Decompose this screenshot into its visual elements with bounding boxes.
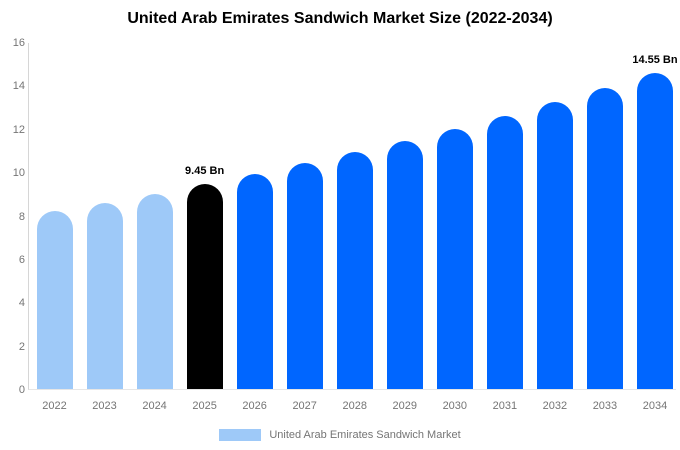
x-tick-label-2024: 2024 xyxy=(142,400,167,412)
bar-2032 xyxy=(536,102,573,389)
chart-title: United Arab Emirates Sandwich Market Siz… xyxy=(127,10,553,27)
y-tick-label-16: 16 xyxy=(12,37,25,49)
bar-2026 xyxy=(236,174,273,389)
y-tick-label-4: 4 xyxy=(18,297,25,310)
y-tick-label-12: 12 xyxy=(12,123,25,136)
y-tick-label-2: 2 xyxy=(18,340,25,353)
x-tick-label-2029: 2029 xyxy=(392,400,417,412)
x-tick-label-2028: 2028 xyxy=(342,400,367,412)
bar-2028 xyxy=(336,152,373,389)
legend-label: United Arab Emirates Sandwich Market xyxy=(269,429,461,441)
bar-2030 xyxy=(436,128,473,389)
legend-swatch xyxy=(219,429,262,441)
x-tick-label-2033: 2033 xyxy=(592,400,618,412)
x-tick-label-2030: 2030 xyxy=(442,400,468,412)
point-label-2025: 9.45 Bn xyxy=(185,165,225,178)
x-tick-label-2023: 2023 xyxy=(92,400,117,412)
bar-2025 xyxy=(186,184,223,389)
x-tick-label-2027: 2027 xyxy=(292,400,317,412)
x-tick-label-2031: 2031 xyxy=(492,400,518,412)
x-tick-label-2032: 2032 xyxy=(542,400,568,412)
bar-2027 xyxy=(286,163,323,389)
x-tick-label-2026: 2026 xyxy=(242,400,267,412)
point-label-2034: 14.55 Bn xyxy=(632,54,678,67)
bar-2023 xyxy=(86,202,123,389)
y-tick-label-0: 0 xyxy=(18,384,25,396)
y-tick-label-6: 6 xyxy=(18,253,25,266)
legend: United Arab Emirates Sandwich Market xyxy=(0,429,680,441)
bar-2033 xyxy=(586,88,623,389)
bar-2022 xyxy=(36,211,73,389)
bar-2024 xyxy=(136,193,173,389)
y-tick-label-8: 8 xyxy=(18,210,25,223)
bar-2029 xyxy=(386,140,423,389)
y-tick-label-14: 14 xyxy=(12,80,25,93)
bar-2034 xyxy=(636,73,673,389)
plot-area: 0 2 4 6 8 10 12 14 16 2022 2023 2024 9.45 Bn 2025 2026… xyxy=(13,37,678,412)
x-tick-label-2025: 2025 xyxy=(192,400,217,412)
bar-2031 xyxy=(486,115,523,389)
y-tick-label-10: 10 xyxy=(12,167,25,180)
x-tick-label-2022: 2022 xyxy=(42,400,67,412)
x-tick-label-2034: 2034 xyxy=(642,400,668,412)
